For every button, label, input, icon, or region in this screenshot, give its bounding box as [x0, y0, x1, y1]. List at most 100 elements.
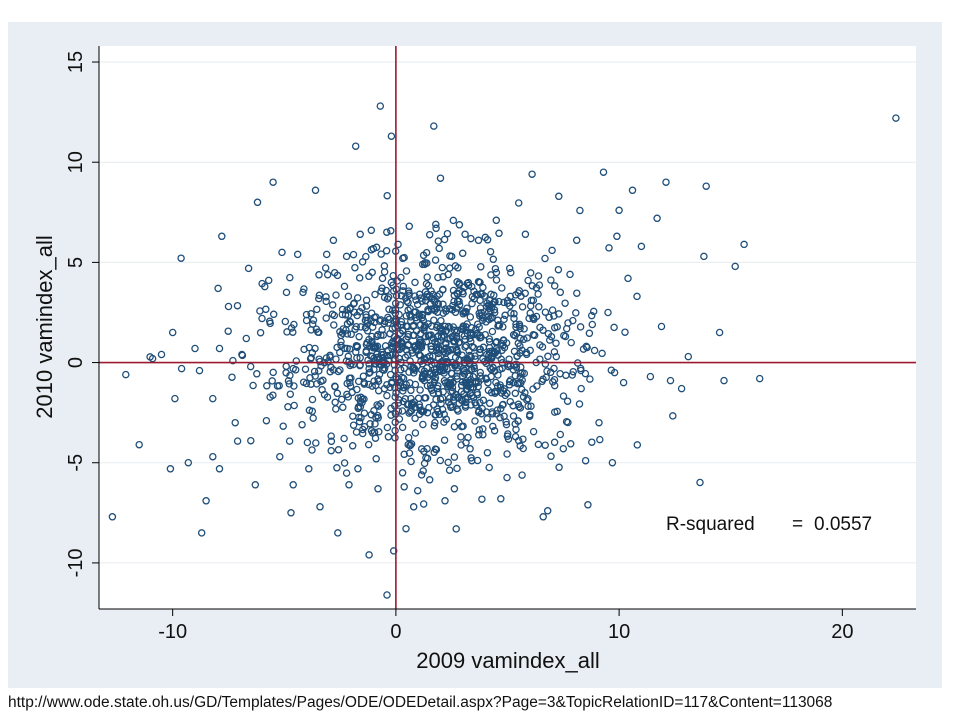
- data-point: [407, 406, 416, 415]
- data-point: [342, 252, 351, 261]
- data-point: [326, 367, 334, 376]
- data-point: [479, 425, 487, 433]
- data-point: [322, 250, 331, 259]
- data-point: [510, 314, 518, 323]
- data-point: [404, 287, 413, 295]
- data-point: [400, 450, 408, 459]
- data-point: [350, 299, 358, 307]
- data-point: [468, 365, 476, 373]
- data-point: [444, 322, 453, 331]
- data-point: [550, 408, 559, 416]
- data-point: [541, 441, 549, 449]
- data-point: [383, 391, 391, 400]
- data-point: [318, 386, 326, 394]
- data-point: [377, 287, 385, 296]
- data-point: [491, 264, 500, 273]
- data-point: [566, 270, 574, 279]
- data-point: [477, 333, 485, 342]
- r-squared-label: R-squared: [666, 514, 755, 535]
- data-point: [268, 377, 276, 385]
- data-point: [418, 339, 427, 348]
- data-point: [459, 368, 468, 376]
- data-point: [374, 377, 383, 385]
- data-point: [308, 395, 317, 404]
- data-point: [432, 395, 440, 404]
- data-point: [486, 364, 494, 372]
- data-point: [405, 368, 413, 376]
- data-point: [323, 393, 332, 401]
- data-point: [470, 294, 478, 303]
- data-point: [378, 284, 386, 292]
- data-point: [345, 481, 353, 489]
- data-point: [515, 322, 524, 331]
- data-point: [585, 329, 594, 338]
- data-point: [504, 430, 512, 438]
- data-point: [406, 379, 414, 387]
- data-point: [238, 351, 247, 360]
- data-point: [485, 337, 494, 346]
- data-point: [502, 420, 511, 429]
- data-point: [383, 591, 391, 599]
- data-point: [416, 386, 424, 394]
- data-point: [457, 422, 466, 431]
- data-point: [529, 427, 538, 436]
- data-point: [439, 300, 447, 309]
- data-point: [528, 170, 536, 178]
- data-point: [370, 360, 379, 368]
- data-point: [457, 441, 465, 449]
- data-point: [329, 236, 338, 245]
- data-point: [519, 435, 527, 443]
- data-point: [430, 122, 438, 130]
- data-point: [372, 243, 381, 252]
- data-point: [391, 383, 399, 392]
- data-point: [436, 456, 445, 465]
- data-point: [584, 501, 592, 509]
- data-point: [340, 282, 349, 291]
- data-point: [253, 198, 262, 207]
- data-point: [459, 310, 467, 318]
- data-point: [362, 313, 370, 321]
- data-point: [497, 339, 506, 348]
- data-point: [419, 467, 427, 475]
- data-point: [581, 456, 590, 465]
- data-point: [666, 376, 675, 385]
- data-point: [439, 326, 447, 334]
- data-point: [191, 344, 199, 353]
- data-point: [573, 289, 581, 297]
- data-point: [286, 371, 294, 380]
- data-point: [333, 343, 341, 352]
- data-point: [415, 400, 424, 409]
- data-point: [171, 394, 179, 403]
- data-point: [569, 316, 577, 325]
- data-point: [475, 431, 483, 439]
- data-point: [527, 402, 535, 410]
- data-point: [586, 375, 594, 383]
- data-point: [434, 237, 443, 245]
- data-point: [485, 312, 493, 320]
- data-point: [345, 357, 353, 366]
- data-point: [494, 322, 502, 330]
- data-point: [334, 529, 342, 537]
- data-point: [378, 274, 387, 283]
- data-point: [589, 307, 598, 316]
- data-point: [462, 323, 470, 331]
- data-point: [360, 380, 369, 388]
- axes: -10 0 10 20 -10 -5 0 5 10 15: [65, 46, 916, 643]
- data-point: [428, 386, 436, 394]
- source-url: http://www.ode.state.oh.us/GD/Templates/…: [8, 694, 833, 711]
- data-point: [363, 339, 371, 347]
- data-point: [425, 476, 434, 484]
- data-point: [362, 310, 370, 319]
- data-point: [720, 376, 728, 385]
- data-point: [484, 378, 492, 387]
- data-point: [290, 320, 298, 329]
- data-point: [441, 349, 450, 358]
- data-point: [364, 380, 373, 389]
- data-point: [513, 352, 521, 360]
- data-point: [453, 297, 462, 305]
- data-point: [407, 457, 415, 466]
- data-point: [312, 325, 321, 333]
- data-point: [451, 308, 460, 317]
- data-point: [327, 432, 335, 440]
- data-point: [402, 267, 411, 275]
